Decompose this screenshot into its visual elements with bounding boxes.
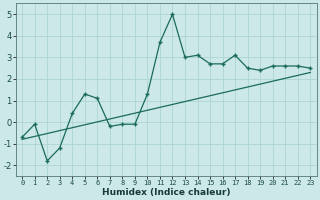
X-axis label: Humidex (Indice chaleur): Humidex (Indice chaleur) <box>102 188 230 197</box>
